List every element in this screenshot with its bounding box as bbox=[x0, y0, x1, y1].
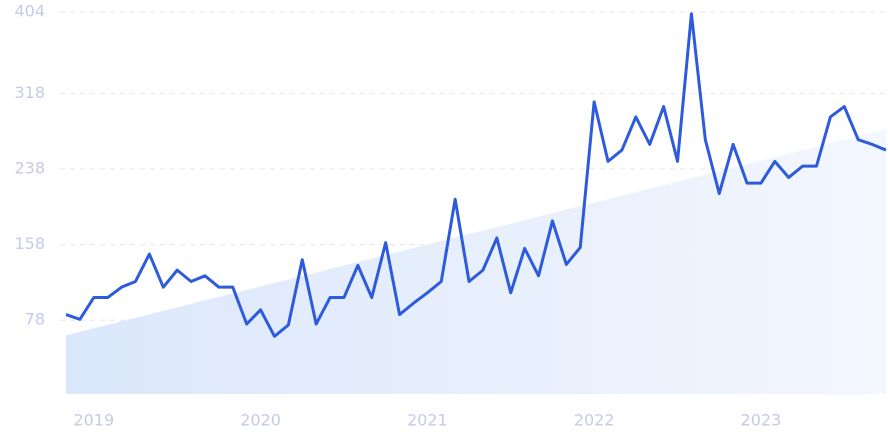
y-tick-label: 404 bbox=[14, 2, 45, 21]
y-tick-label: 158 bbox=[14, 234, 45, 253]
x-tick-label: 2019 bbox=[73, 411, 114, 430]
y-tick-label: 238 bbox=[14, 158, 45, 177]
y-tick-label: 318 bbox=[14, 83, 45, 102]
trend-area bbox=[66, 129, 886, 394]
x-tick-label: 2023 bbox=[741, 411, 782, 430]
x-tick-label: 2020 bbox=[240, 411, 281, 430]
x-tick-label: 2022 bbox=[574, 411, 615, 430]
data-line bbox=[65, 12, 887, 338]
x-tick-label: 2021 bbox=[407, 411, 448, 430]
y-tick-label: 78 bbox=[25, 310, 45, 329]
